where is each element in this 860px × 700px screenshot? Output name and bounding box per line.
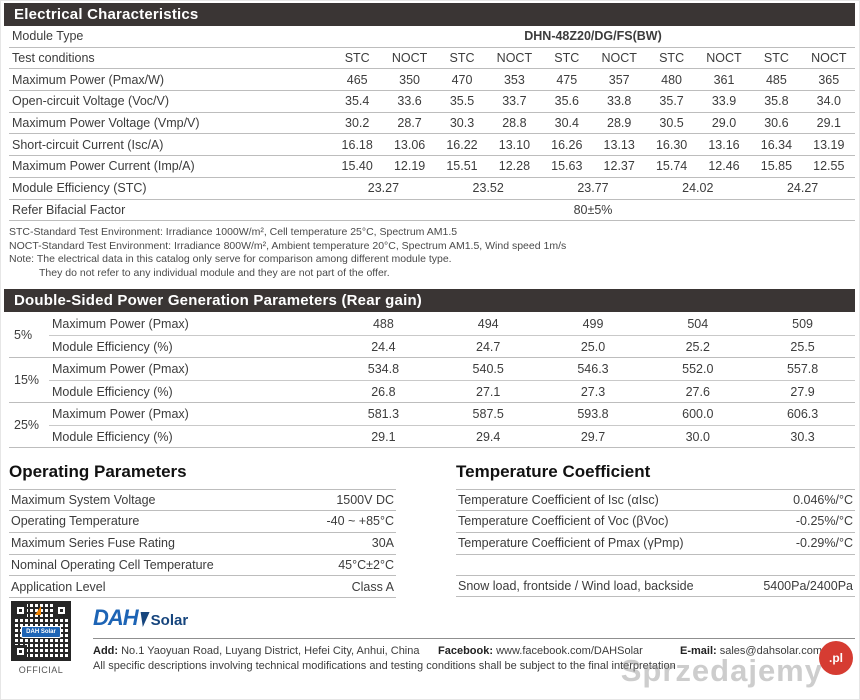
module-type-label: Module Type — [12, 29, 84, 44]
table-row: Temperature Coefficient of Pmax (γPmp) -… — [456, 533, 855, 555]
table-row: Maximum Series Fuse Rating 30A — [9, 533, 397, 555]
rear-gain-group-25: 25% Maximum Power (Pmax) 581.3 587.5 593… — [9, 403, 855, 449]
qr-code-icon: DAH Solar — [11, 601, 71, 661]
table-row: Operating Temperature -40 ~ +85°C — [9, 511, 397, 533]
electrical-characteristics-header: Electrical Characteristics — [4, 3, 855, 26]
gain-label: 25% — [14, 418, 40, 433]
col-header-stc: STC — [449, 51, 475, 66]
module-type-value: DHN-48Z20/DG/FS(BW) — [524, 29, 662, 44]
table-row: Application Level Class A — [9, 576, 397, 599]
snow-wind-load-row: Snow load, frontside / Wind load, backsi… — [456, 575, 855, 597]
table-row: Nominal Operating Cell Temperature 45°C±… — [9, 555, 397, 577]
gain-label: 5% — [14, 328, 33, 343]
col-header-noct: NOCT — [706, 51, 742, 66]
test-environment-notes: STC-Standard Test Environment: Irradianc… — [9, 226, 855, 280]
col-header-noct: NOCT — [601, 51, 637, 66]
operating-parameters-section: Operating Parameters Maximum System Volt… — [9, 462, 397, 599]
official-label: OFFICIAL — [18, 665, 64, 675]
rear-gain-group-5: 5% Maximum Power (Pmax) 488 494 499 504 … — [9, 313, 855, 359]
rear-gain-group-15: 15% Maximum Power (Pmax) 534.8 540.5 546… — [9, 358, 855, 404]
logo-dah-text: DAH — [93, 605, 139, 630]
table-row: Maximum Power Current (Imp/A) 15.40 12.1… — [9, 156, 855, 178]
table-row: Temperature Coefficient of Voc (βVoc) -0… — [456, 511, 855, 533]
temperature-coefficient-title: Temperature Coefficient — [456, 462, 651, 482]
note-line: Note: The electrical data in this catalo… — [9, 253, 452, 266]
table-row: Open-circuit Voltage (Voc/V) 35.4 33.6 3… — [9, 91, 855, 113]
rear-gain-header: Double-Sided Power Generation Parameters… — [4, 289, 855, 313]
facebook-line: Facebook: www.facebook.com/DAHSolar — [438, 645, 643, 657]
table-row: Maximum Power Voltage (Vmp/V) 30.2 28.7 … — [9, 113, 855, 135]
col-header-stc: STC — [763, 51, 789, 66]
col-header-noct: NOCT — [391, 51, 428, 66]
footer-divider — [93, 638, 855, 639]
logo-orange-accent — [35, 606, 41, 615]
email-line: E-mail: sales@dahsolar.com — [680, 645, 823, 657]
temperature-coefficient-section: Temperature Coefficient Temperature Coef… — [456, 462, 855, 598]
dah-solar-logo: DAH Solar — [35, 605, 855, 633]
footer-disclaimer: All specific descriptions involving tech… — [93, 660, 676, 672]
col-header-stc: STC — [554, 51, 580, 66]
gain-label: 15% — [14, 373, 40, 388]
col-header-noct: NOCT — [811, 51, 847, 66]
logo-solar-text: Solar — [150, 612, 189, 629]
table-row: Short-circuit Current (Isc/A) 16.18 13.0… — [9, 134, 855, 157]
footer: DAH Solar OFFICIAL DAH Solar Add: No.1 Y… — [9, 599, 855, 675]
table-row: Maximum Power (Pmax/W) 465 350 470 353 4… — [9, 69, 855, 92]
col-header-noct: NOCT — [496, 51, 533, 66]
module-type-row: Module Type DHN-48Z20/DG/FS(BW) — [9, 26, 855, 48]
col-header-stc: STC — [344, 51, 370, 66]
rear-gain-table: 5% Maximum Power (Pmax) 488 494 499 504 … — [9, 313, 855, 449]
qr-center-badge: DAH Solar — [21, 626, 61, 638]
test-conditions-row: Test conditions STC NOCT STC NOCT STC NO… — [9, 48, 855, 70]
operating-parameters-title: Operating Parameters — [9, 462, 187, 482]
logo-swoosh-icon — [137, 612, 149, 627]
col-header-stc: STC — [659, 51, 685, 66]
note-line: They do not refer to any individual modu… — [39, 266, 390, 279]
bifacial-factor-row: Refer Bifacial Factor 80±5% — [9, 200, 855, 222]
note-line: NOCT-Standard Test Environment: Irradian… — [9, 239, 567, 252]
qr-code-block: DAH Solar OFFICIAL — [9, 601, 73, 675]
address-line: Add: No.1 Yaoyuan Road, Luyang District,… — [93, 645, 420, 657]
table-row: Temperature Coefficient of Isc (αIsc) 0.… — [456, 489, 855, 511]
test-conditions-label: Test conditions — [12, 51, 95, 66]
electrical-table: Module Type DHN-48Z20/DG/FS(BW) Test con… — [9, 26, 855, 222]
spacer — [456, 555, 855, 576]
note-line: STC-Standard Test Environment: Irradianc… — [9, 226, 458, 239]
table-row: Maximum System Voltage 1500V DC — [9, 489, 397, 511]
module-efficiency-row: Module Efficiency (STC) 23.27 23.52 23.7… — [9, 178, 855, 200]
